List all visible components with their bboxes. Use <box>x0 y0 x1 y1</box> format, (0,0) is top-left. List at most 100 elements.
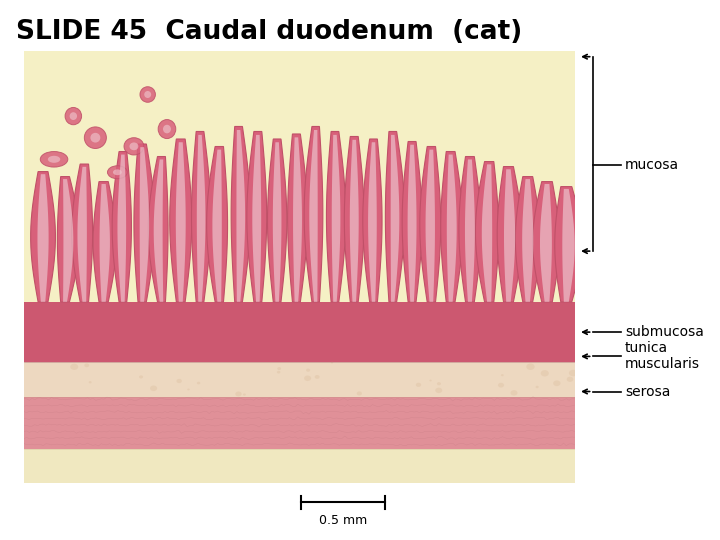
Ellipse shape <box>163 125 171 133</box>
Ellipse shape <box>144 91 151 98</box>
Ellipse shape <box>130 143 138 150</box>
Text: mucosa: mucosa <box>625 158 679 172</box>
Polygon shape <box>93 181 116 302</box>
Circle shape <box>536 386 539 388</box>
Circle shape <box>356 392 362 395</box>
Text: serosa: serosa <box>481 70 531 85</box>
Bar <box>24 362 575 397</box>
Bar <box>24 397 575 449</box>
Ellipse shape <box>91 133 100 143</box>
Bar <box>24 449 575 483</box>
Circle shape <box>569 370 577 376</box>
Polygon shape <box>441 152 463 302</box>
Polygon shape <box>148 157 168 302</box>
Circle shape <box>436 388 442 393</box>
Circle shape <box>553 380 560 386</box>
Polygon shape <box>31 172 55 302</box>
Polygon shape <box>207 146 228 302</box>
Text: mucosa: mucosa <box>191 70 251 85</box>
Circle shape <box>526 363 535 370</box>
Circle shape <box>150 386 157 391</box>
Text: submucosa: submucosa <box>625 325 704 339</box>
Circle shape <box>277 371 280 374</box>
Polygon shape <box>385 131 405 302</box>
Polygon shape <box>134 144 155 302</box>
Polygon shape <box>112 152 132 302</box>
Circle shape <box>331 362 333 363</box>
Circle shape <box>541 370 549 376</box>
Polygon shape <box>498 166 522 302</box>
Circle shape <box>197 382 200 384</box>
Polygon shape <box>408 145 417 302</box>
Polygon shape <box>350 140 359 302</box>
Circle shape <box>235 392 242 396</box>
Polygon shape <box>482 164 492 302</box>
Ellipse shape <box>107 166 127 179</box>
Circle shape <box>567 376 573 382</box>
Text: serosa: serosa <box>625 384 670 399</box>
Polygon shape <box>310 130 318 302</box>
Circle shape <box>306 369 310 372</box>
Polygon shape <box>475 161 498 302</box>
Ellipse shape <box>48 156 60 163</box>
Circle shape <box>89 381 91 383</box>
Polygon shape <box>236 130 245 302</box>
Polygon shape <box>562 189 575 302</box>
Polygon shape <box>540 184 552 302</box>
Ellipse shape <box>140 87 156 102</box>
Polygon shape <box>533 181 559 302</box>
Circle shape <box>304 375 311 381</box>
Polygon shape <box>176 142 186 302</box>
Polygon shape <box>192 131 211 302</box>
Polygon shape <box>63 179 73 302</box>
Circle shape <box>243 394 246 396</box>
Circle shape <box>415 383 421 387</box>
Polygon shape <box>273 142 282 302</box>
Circle shape <box>139 375 143 379</box>
Circle shape <box>71 363 78 370</box>
Polygon shape <box>287 134 307 302</box>
Ellipse shape <box>158 119 176 139</box>
Bar <box>24 302 575 362</box>
Polygon shape <box>37 174 49 302</box>
Polygon shape <box>344 137 364 302</box>
Polygon shape <box>268 139 287 302</box>
Circle shape <box>437 382 441 386</box>
Polygon shape <box>212 150 222 302</box>
Polygon shape <box>368 142 377 302</box>
Polygon shape <box>420 146 441 302</box>
Polygon shape <box>391 135 400 302</box>
Text: tunica
muscularis: tunica muscularis <box>625 341 700 372</box>
Ellipse shape <box>113 170 122 175</box>
Circle shape <box>429 380 432 381</box>
Polygon shape <box>554 187 582 302</box>
Circle shape <box>84 363 89 367</box>
Polygon shape <box>58 177 79 302</box>
Circle shape <box>187 388 189 390</box>
Polygon shape <box>402 141 422 302</box>
Polygon shape <box>140 147 149 302</box>
Bar <box>24 51 575 302</box>
Circle shape <box>510 390 518 396</box>
Polygon shape <box>293 137 302 302</box>
Polygon shape <box>504 169 515 302</box>
Polygon shape <box>363 139 382 302</box>
Polygon shape <box>304 126 323 302</box>
Text: tunica muscularis: tunica muscularis <box>385 70 521 85</box>
Circle shape <box>501 374 504 376</box>
Polygon shape <box>78 167 87 302</box>
Text: Identify the four main layers  :: Identify the four main layers : <box>30 57 263 72</box>
Ellipse shape <box>70 112 77 120</box>
Polygon shape <box>231 126 251 302</box>
Polygon shape <box>99 184 110 302</box>
Circle shape <box>277 367 281 370</box>
Circle shape <box>315 375 320 379</box>
Polygon shape <box>465 159 475 302</box>
Polygon shape <box>459 157 481 302</box>
Circle shape <box>498 383 504 388</box>
Polygon shape <box>326 131 346 302</box>
Text: submucosa: submucosa <box>284 70 372 85</box>
Polygon shape <box>170 139 192 302</box>
Text: SLIDE 45  Caudal duodenum  (cat): SLIDE 45 Caudal duodenum (cat) <box>16 19 522 45</box>
Polygon shape <box>426 150 435 302</box>
